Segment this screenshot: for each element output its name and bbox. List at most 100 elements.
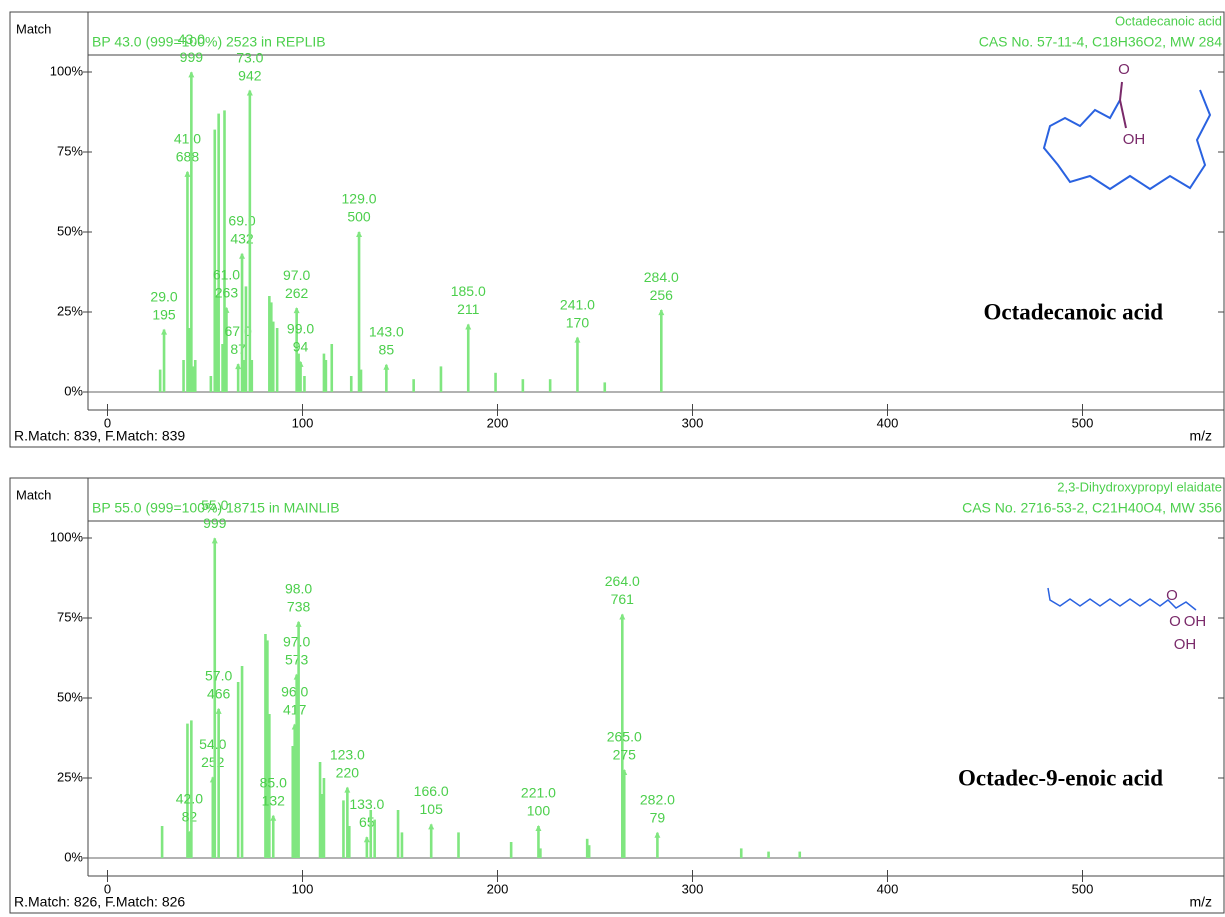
peak-mz-label: 61.0: [213, 267, 240, 283]
peak-value-label: 82: [182, 808, 198, 824]
peak: [182, 360, 185, 392]
peak-arrow: [356, 231, 363, 237]
peak: [240, 666, 244, 858]
peak: [293, 724, 296, 858]
peak: [457, 832, 460, 858]
peak-mz-label: 98.0: [285, 581, 312, 597]
y-tick-label: 0%: [64, 849, 83, 864]
peak: [539, 848, 542, 858]
x-tick-label: 400: [877, 881, 899, 896]
peak: [217, 113, 220, 392]
x-tick-label: 300: [682, 415, 704, 430]
peak-value-label: 738: [287, 599, 311, 615]
y-axis-title: Match: [16, 21, 51, 36]
peak-mz-label: 96.0: [281, 683, 308, 699]
peak-arrow: [246, 89, 253, 96]
peak-arrow: [535, 825, 542, 831]
peak: [767, 851, 770, 858]
peak-mz-label: 29.0: [150, 288, 177, 304]
peak: [346, 787, 349, 858]
peak: [585, 838, 589, 858]
structure-atom: OH: [1184, 613, 1207, 630]
peak: [324, 360, 328, 392]
peak-arrow: [363, 836, 370, 843]
peak-mz-label: 143.0: [369, 324, 404, 340]
peak: [193, 360, 197, 392]
peak: [373, 819, 376, 858]
y-tick-label: 100%: [50, 529, 84, 544]
x-tick-label: 0: [104, 881, 111, 896]
peak: [322, 353, 326, 392]
peak: [348, 826, 351, 858]
peak: [215, 296, 218, 392]
peak-arrow: [621, 769, 628, 775]
peak-value-label: 262: [285, 285, 309, 301]
peak: [412, 379, 415, 392]
peak-mz-label: 123.0: [330, 746, 365, 762]
peak: [365, 837, 369, 858]
footer: R.Match: 826, F.Match: 826: [14, 894, 185, 910]
x-tick-label: 300: [682, 881, 704, 896]
structure-atom: O: [1166, 587, 1178, 604]
peak: [587, 845, 591, 858]
peak: [622, 770, 626, 858]
peak: [264, 634, 267, 858]
peak-mz-label: 133.0: [349, 796, 384, 812]
x-axis-title: m/z: [1189, 428, 1212, 444]
peak-value-label: 999: [180, 49, 204, 65]
peak: [299, 361, 302, 392]
peak: [242, 360, 246, 392]
peak: [660, 310, 663, 392]
y-tick-label: 75%: [57, 609, 83, 624]
peak: [603, 382, 607, 392]
peak-value-label: 942: [238, 67, 262, 83]
peak-value-label: 211: [457, 301, 480, 317]
peak: [186, 171, 189, 392]
peak: [349, 376, 353, 392]
peak-mz-label: 284.0: [644, 269, 679, 285]
peak: [357, 232, 361, 392]
peak: [291, 746, 295, 858]
peak: [400, 832, 404, 858]
peak-arrow: [574, 336, 581, 343]
peak-mz-label: 97.0: [283, 267, 310, 283]
compound-name: Octadecanoic acid: [984, 299, 1164, 324]
structure: [1042, 89, 1212, 191]
peak-mz-label: 85.0: [260, 774, 287, 790]
y-tick-label: 50%: [57, 689, 83, 704]
peak-arrow: [293, 307, 300, 314]
structure-atom: OH: [1123, 131, 1146, 148]
peak: [342, 800, 345, 858]
peak: [213, 538, 217, 858]
peak-mz-label: 97.0: [283, 633, 310, 649]
peak-arrow: [658, 309, 665, 316]
peak-arrow: [184, 170, 191, 177]
peak-arrow: [428, 823, 435, 830]
peak-value-label: 87: [230, 341, 246, 357]
peak: [225, 307, 228, 392]
peak-mz-label: 241.0: [560, 296, 595, 312]
peak-arrow: [161, 328, 168, 335]
peak-value-label: 573: [285, 651, 309, 667]
peak: [213, 129, 217, 392]
peak-value-label: 263: [215, 285, 239, 301]
peak: [160, 826, 164, 858]
peak: [188, 831, 191, 858]
peak: [236, 682, 240, 858]
x-tick-label: 400: [877, 415, 899, 430]
peak-mz-label: 282.0: [640, 791, 675, 807]
compound-name: Octadec-9-enoic acid: [958, 765, 1163, 790]
peak: [330, 344, 334, 392]
peak-mz-label: 73.0: [236, 49, 263, 65]
peak: [439, 366, 443, 392]
header: BP 43.0 (999=100%) 2523 in REPLIB: [92, 34, 326, 50]
peak: [385, 364, 388, 392]
y-tick-label: 100%: [50, 63, 84, 78]
peak-value-label: 252: [201, 754, 225, 770]
peak-value-label: 105: [420, 801, 444, 817]
peak-value-label: 85: [379, 342, 395, 358]
header: BP 55.0 (999=100%) 18715 in MAINLIB: [92, 500, 340, 516]
structure-bond: [1119, 81, 1123, 101]
peak: [158, 369, 162, 392]
peak-mz-label: 67.0: [225, 323, 252, 339]
